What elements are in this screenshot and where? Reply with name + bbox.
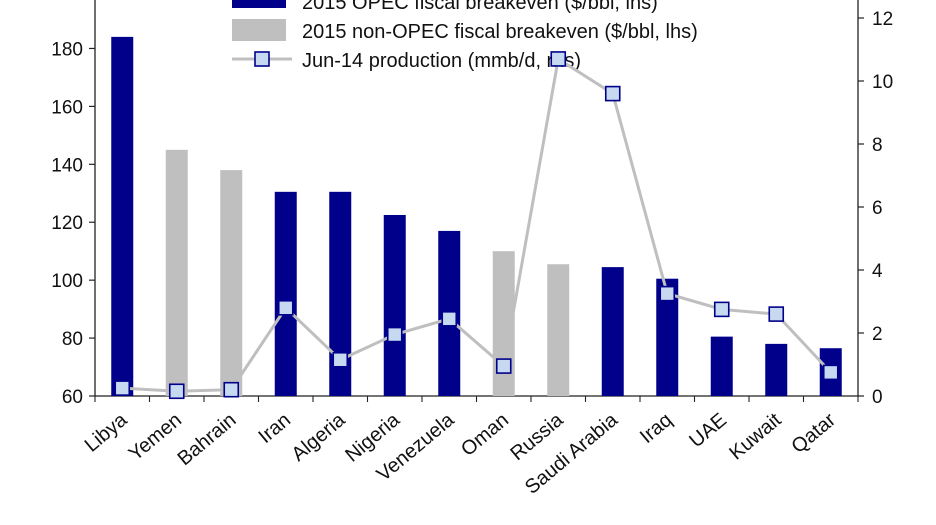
production-marker: [386, 326, 403, 343]
right-tick-label: 10: [872, 72, 893, 93]
opec-bar: [274, 191, 297, 396]
production-marker: [114, 380, 131, 396]
legend-swatch-opec: [232, 0, 286, 8]
legend-swatch-production-marker: [254, 51, 270, 67]
opec-bar: [765, 343, 788, 396]
category-label: Bahrain: [174, 409, 241, 470]
right-tick-label: 4: [872, 261, 883, 282]
left-tick-label: 180: [51, 39, 83, 60]
legend-label-production: Jun-14 production (mmb/d, rhs): [302, 50, 581, 72]
opec-bar: [656, 278, 679, 396]
right-tick-label: 12: [872, 9, 893, 30]
legend-label-non-opec: 2015 non-OPEC fiscal breakeven ($/bbl, l…: [302, 21, 698, 43]
left-tick-label: 100: [51, 271, 83, 292]
opec-bar: [383, 214, 406, 396]
category-label: Qatar: [787, 409, 840, 458]
category-label: Iran: [254, 409, 295, 448]
opec-bar: [329, 191, 352, 396]
right-tick-label: 2: [872, 324, 883, 345]
production-marker: [768, 306, 785, 322]
production-marker: [659, 285, 676, 302]
production-marker: [822, 364, 839, 381]
category-label: Oman: [457, 409, 513, 461]
category-label: Saudi Arabia: [521, 408, 623, 498]
opec-bar: [710, 336, 733, 396]
right-tick-label: 6: [872, 198, 883, 219]
production-marker: [168, 383, 185, 400]
production-marker: [277, 299, 294, 316]
production-marker: [550, 51, 567, 67]
right-tick-label: 0: [872, 387, 883, 408]
left-tick-label: 120: [51, 213, 83, 234]
opec-bar: [601, 267, 624, 396]
category-label: Algeria: [288, 408, 351, 465]
category-label: Iraq: [636, 409, 677, 448]
production-marker: [604, 85, 621, 102]
legend-swatch-non-opec: [232, 19, 286, 41]
production-marker: [332, 351, 349, 368]
legend: 2015 OPEC fiscal breakeven ($/bbl, lhs) 2…: [232, 0, 698, 72]
category-label: Kuwait: [725, 409, 785, 465]
plot-area: 6080100120140160180024681012LibyaYemenBa…: [51, 0, 893, 499]
production-line: [122, 56, 832, 393]
left-tick-label: 160: [51, 97, 83, 118]
right-tick-label: 8: [872, 135, 883, 156]
legend-label-opec: 2015 OPEC fiscal breakeven ($/bbl, lhs): [302, 0, 658, 14]
production-marker: [495, 358, 512, 374]
left-tick-label: 80: [62, 329, 83, 350]
production-marker: [223, 381, 240, 398]
left-tick-label: 140: [51, 155, 83, 176]
production-marker: [441, 311, 458, 327]
production-marker: [713, 301, 730, 318]
category-label: UAE: [685, 409, 731, 452]
non-opec-bar: [220, 170, 243, 396]
opec-bar: [111, 36, 134, 396]
non-opec-bar: [547, 264, 570, 396]
non-opec-bar: [165, 149, 188, 396]
left-tick-label: 60: [62, 387, 83, 408]
